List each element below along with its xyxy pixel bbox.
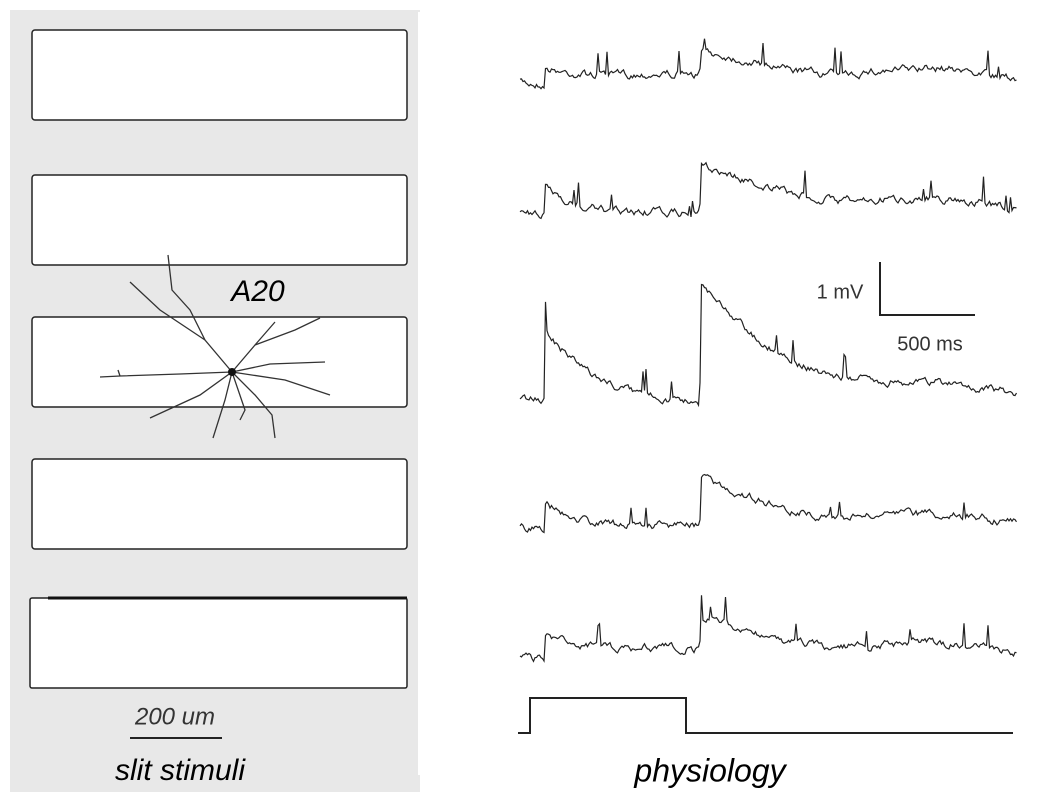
voltage-trace (519, 38, 1017, 90)
dendrite (231, 371, 246, 421)
voltage-trace (519, 161, 1017, 220)
dendrite (231, 361, 326, 373)
dendrite (99, 371, 233, 378)
dendrite (231, 371, 331, 396)
slit-box (31, 458, 408, 550)
scale-bar (879, 262, 975, 316)
dendrite (167, 254, 233, 373)
slit-box (29, 597, 408, 689)
dendrite (129, 281, 206, 341)
slit-boxes (29, 29, 408, 689)
slit-box (31, 174, 408, 266)
dendrite (117, 369, 121, 377)
soma (228, 368, 236, 376)
scale-length-label: 200 um (134, 703, 215, 730)
left-caption: slit stimuli (115, 754, 246, 787)
neuron (99, 254, 331, 439)
voltage-trace (519, 595, 1017, 663)
voltage-trace (519, 283, 1018, 408)
dendrite (254, 317, 321, 346)
slit-box (31, 316, 408, 408)
slit-box (31, 29, 408, 121)
voltage-trace (519, 473, 1017, 534)
scale-voltage-label: 1 mV (817, 281, 864, 303)
dendrite (149, 371, 233, 419)
stimulus-trace (518, 697, 1013, 734)
cell-label: A20 (229, 275, 285, 308)
right-panel (418, 12, 1040, 775)
dendrite (212, 371, 233, 439)
right-caption: physiology (633, 752, 787, 788)
scale-time-label: 500 ms (897, 333, 963, 355)
traces (519, 38, 1018, 663)
dendrite (231, 371, 276, 439)
